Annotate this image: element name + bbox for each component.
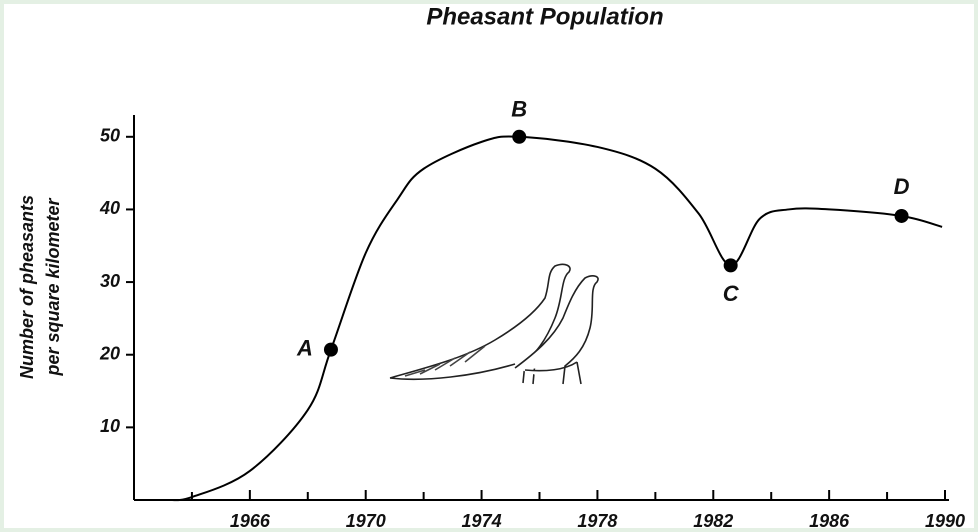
point-marker	[512, 129, 527, 144]
x-tick-label: 1982	[693, 511, 733, 531]
chart-title: Pheasant Population	[426, 3, 663, 30]
point-marker	[323, 342, 338, 357]
point-marker	[723, 258, 738, 273]
y-axis-label: per square kilometer	[43, 197, 63, 376]
point-marker	[894, 208, 909, 223]
pheasant-illustration	[389, 263, 599, 385]
x-tick-label: 1970	[346, 511, 386, 531]
y-tick-label: 50	[100, 126, 120, 146]
y-axis-label: Number of pheasants	[17, 195, 37, 379]
y-tick-label: 20	[99, 343, 120, 363]
y-tick-label: 30	[100, 271, 120, 291]
x-tick-label: 1986	[809, 511, 850, 531]
x-tick-label: 1978	[577, 511, 617, 531]
point-label: C	[723, 281, 740, 306]
x-tick-label: 1990	[925, 511, 965, 531]
point-label: D	[894, 174, 910, 199]
y-tick-label: 40	[99, 198, 120, 218]
line-series	[168, 135, 943, 502]
point-label: B	[511, 97, 527, 122]
x-tick-label: 1974	[462, 511, 502, 531]
x-tick-label: 1966	[230, 511, 271, 531]
y-tick-label: 10	[100, 416, 120, 436]
point-label: A	[296, 335, 313, 360]
